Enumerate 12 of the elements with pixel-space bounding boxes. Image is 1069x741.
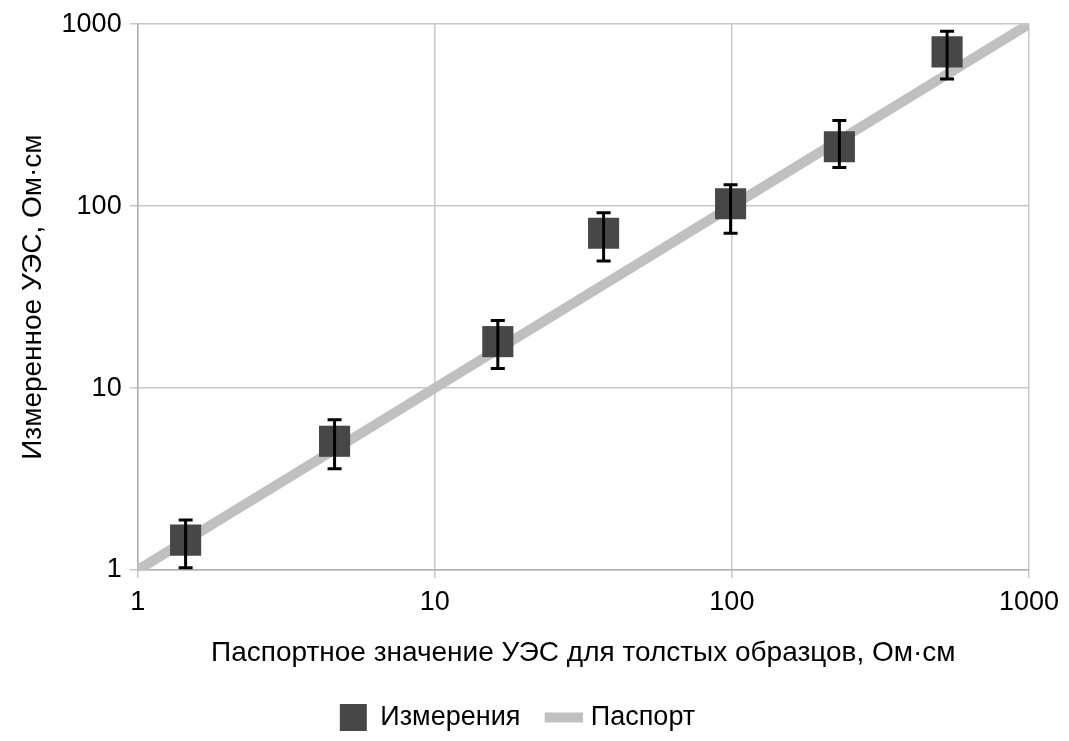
y-tick-label: 1 <box>106 553 122 584</box>
x-tick-label: 100 <box>709 585 755 616</box>
legend-label: Паспорт <box>590 700 696 731</box>
legend-label: Измерения <box>380 700 521 731</box>
x-tick-label: 1000 <box>998 585 1060 616</box>
y-axis-title: Измеренное УЭС, Ом·см <box>15 134 47 460</box>
y-tick-label: 10 <box>91 371 122 402</box>
y-tick-label: 100 <box>76 189 122 220</box>
x-tick-label: 1 <box>130 585 146 616</box>
y-tick-label: 1000 <box>61 7 122 38</box>
x-tick-label: 10 <box>419 585 450 616</box>
x-axis-title: Паспортное значение УЭС для толстых образцов, Ом·см <box>211 635 956 667</box>
